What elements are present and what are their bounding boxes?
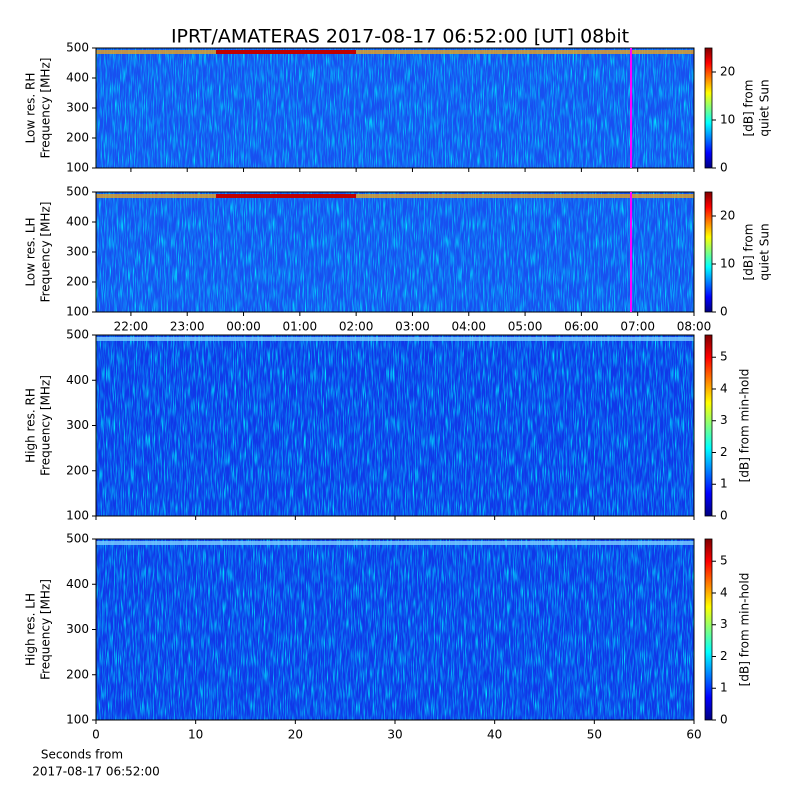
y-tick-label: 500: [66, 328, 89, 342]
y-tick-label: 200: [66, 667, 89, 681]
y-tick-label: 500: [66, 41, 89, 55]
colorbar: [704, 334, 713, 517]
y-axis-label: High res. LH: [24, 593, 38, 666]
spectrogram-noise: [96, 539, 694, 720]
colorbar-tick-label: 4: [720, 585, 728, 599]
y-axis-label: Frequency [MHz]: [39, 579, 53, 680]
band: [96, 50, 694, 54]
y-tick-label: 200: [66, 275, 89, 289]
colorbar-tick-label: 1: [720, 477, 728, 491]
x-tick-label: 07:00: [620, 320, 655, 334]
x-tick-label: 20: [288, 728, 303, 742]
x-tick-label: 50: [587, 728, 602, 742]
x-tick-label: 02:00: [339, 320, 374, 334]
colorbar-label: [dB] from min-hold: [738, 573, 752, 687]
colorbar-tick-label: 20: [720, 209, 735, 223]
band: [216, 194, 356, 198]
colorbar: [704, 538, 713, 721]
spectrogram-noise: [96, 335, 694, 516]
y-tick-label: 100: [66, 509, 89, 523]
colorbar-label: [dB] from: [742, 224, 756, 281]
y-tick-label: 500: [66, 532, 89, 546]
colorbar-tick-label: 10: [720, 257, 735, 271]
colorbar-tick-label: 3: [720, 413, 728, 427]
title: IPRT/AMATERAS 2017-08-17 06:52:00 [UT] 0…: [171, 26, 629, 48]
colorbar-tick-label: 2: [720, 445, 728, 459]
x-tick-label: 40: [487, 728, 502, 742]
y-axis-label: Frequency [MHz]: [39, 202, 53, 303]
x-tick-label: 05:00: [508, 320, 543, 334]
y-tick-label: 300: [66, 622, 89, 636]
y-tick-label: 100: [66, 713, 89, 727]
band: [216, 50, 356, 54]
y-tick-label: 100: [66, 305, 89, 319]
x-tick-label: 08:00: [677, 320, 712, 334]
x-tick-label: 10: [188, 728, 203, 742]
y-tick-label: 200: [66, 463, 89, 477]
x-axis-label: Seconds from: [41, 748, 123, 762]
y-axis-label: High res. RH: [24, 388, 38, 463]
y-tick-label: 100: [66, 161, 89, 175]
x-tick-label: 03:00: [395, 320, 430, 334]
colorbar-label: quiet Sun: [758, 223, 772, 280]
x-tick-label: 00:00: [226, 320, 261, 334]
x-tick-label: 60: [686, 728, 701, 742]
x-tick-label: 04:00: [451, 320, 486, 334]
colorbar-label: [dB] from min-hold: [738, 369, 752, 483]
colorbar-label: quiet Sun: [758, 79, 772, 136]
band: [96, 541, 694, 545]
y-tick-label: 300: [66, 418, 89, 432]
colorbar-label: [dB] from: [742, 80, 756, 137]
y-tick-label: 400: [66, 71, 89, 85]
y-axis-label: Frequency [MHz]: [39, 58, 53, 159]
x-tick-label: 22:00: [114, 320, 149, 334]
band: [96, 194, 694, 198]
spectrogram-noise: [96, 192, 694, 312]
x-tick-label: 23:00: [170, 320, 205, 334]
x-tick-label: 30: [387, 728, 402, 742]
colorbar: [704, 47, 713, 169]
y-tick-label: 400: [66, 373, 89, 387]
x-tick-label: 06:00: [564, 320, 599, 334]
y-axis-label: Low res. RH: [24, 73, 38, 144]
y-axis-label: Frequency [MHz]: [39, 375, 53, 476]
colorbar-tick-label: 2: [720, 649, 728, 663]
colorbar-tick-label: 20: [720, 65, 735, 79]
y-tick-label: 500: [66, 185, 89, 199]
colorbar-tick-label: 5: [720, 554, 728, 568]
colorbar-tick-label: 0: [720, 161, 728, 175]
colorbar-tick-label: 10: [720, 113, 735, 127]
x-tick-label: 0: [92, 728, 100, 742]
x-axis-label: 2017-08-17 06:52:00: [32, 765, 159, 779]
y-tick-label: 400: [66, 215, 89, 229]
y-tick-label: 300: [66, 245, 89, 259]
y-tick-label: 200: [66, 131, 89, 145]
y-tick-label: 400: [66, 577, 89, 591]
colorbar-tick-label: 4: [720, 381, 728, 395]
colorbar-tick-label: 3: [720, 617, 728, 631]
spectrogram-noise: [96, 48, 694, 168]
y-tick-label: 300: [66, 101, 89, 115]
colorbar-tick-label: 0: [720, 509, 728, 523]
colorbar-tick-label: 5: [720, 350, 728, 364]
x-tick-label: 01:00: [283, 320, 318, 334]
colorbar: [704, 191, 713, 313]
y-axis-label: Low res. LH: [24, 217, 38, 286]
colorbar-tick-label: 1: [720, 681, 728, 695]
band: [96, 337, 694, 341]
colorbar-tick-label: 0: [720, 305, 728, 319]
colorbar-tick-label: 0: [720, 713, 728, 727]
